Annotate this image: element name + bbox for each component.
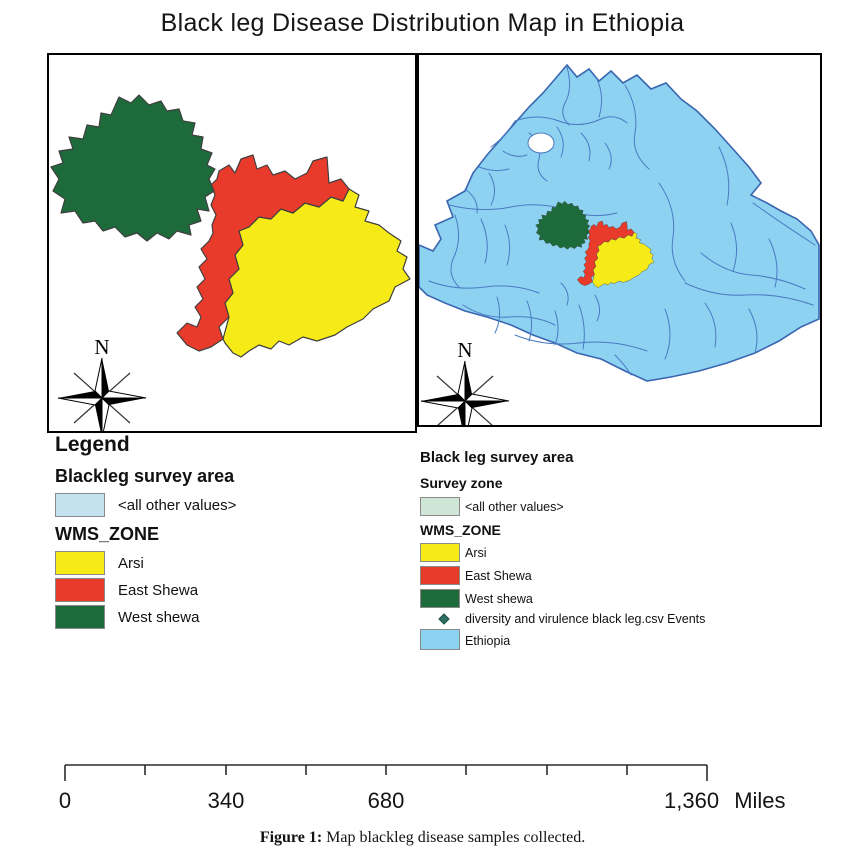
caption-figure-number: Figure 1: [259, 829, 323, 846]
right-legend-group1-title: Survey zone [420, 475, 503, 491]
legend-swatch-survey-all-other [420, 497, 460, 516]
legend-swatch-west-shewa [420, 589, 460, 608]
left-legend-group1-title: Blackleg survey area [55, 466, 235, 486]
scale-unit: Miles [734, 788, 786, 813]
compass-rose-icon [57, 334, 147, 431]
zone-boundaries [428, 66, 816, 376]
legend-label-west-shewa: West shewa [465, 592, 533, 606]
ethiopia-map [419, 63, 820, 382]
figure-title: Black leg Disease Distribution Map in Et… [160, 9, 685, 37]
legend-label-east-shewa: East Shewa [465, 569, 532, 583]
legend-label-arsi: Arsi [118, 555, 144, 572]
legend-swatch-west-shewa [55, 605, 105, 629]
scale-label-0: 0 [58, 788, 72, 813]
scale-label-1360: 1,360 Miles [664, 788, 786, 814]
scale-max-value: 1,360 [664, 788, 720, 813]
scale-label-680: 680 [367, 788, 405, 813]
legend-label-events: diversity and virulence black leg.csv Ev… [465, 612, 706, 626]
right-legend-group2-title: WMS_ZONE [420, 522, 501, 538]
compass-rose-icon [420, 337, 510, 425]
scale-bar [64, 764, 708, 781]
legend-label-east-shewa: East Shewa [118, 582, 199, 599]
left-legend-heading: Legend [55, 433, 130, 456]
events-diamond-icon [438, 613, 450, 625]
ethiopia-country-shape [419, 63, 820, 382]
legend-swatch-east-shewa [55, 578, 105, 602]
legend-swatch-ethiopia [420, 629, 460, 650]
survey-zones-map-panel [47, 53, 417, 433]
legend-label-all-other-values: <all other values> [118, 497, 237, 514]
scale-label-340: 340 [207, 788, 245, 813]
lake-tana [527, 132, 555, 154]
legend-label-survey-all-other: <all other values> [465, 500, 564, 514]
legend-swatch-all-other-values [55, 493, 105, 517]
legend-swatch-east-shewa [420, 566, 460, 585]
legend-swatch-arsi [55, 551, 105, 575]
legend-label-ethiopia: Ethiopia [465, 634, 511, 648]
left-legend-group2-title: WMS_ZONE [55, 524, 160, 544]
legend-label-arsi: Arsi [465, 546, 487, 560]
figure-caption: Figure 1: Map blackleg disease samples c… [0, 829, 845, 847]
legend-swatch-arsi [420, 543, 460, 562]
ethiopia-map-panel [417, 53, 822, 427]
right-legend-heading: Black leg survey area [420, 449, 574, 466]
legend-label-west-shewa: West shewa [118, 609, 200, 626]
caption-text: Map blackleg disease samples collected. [322, 829, 586, 846]
